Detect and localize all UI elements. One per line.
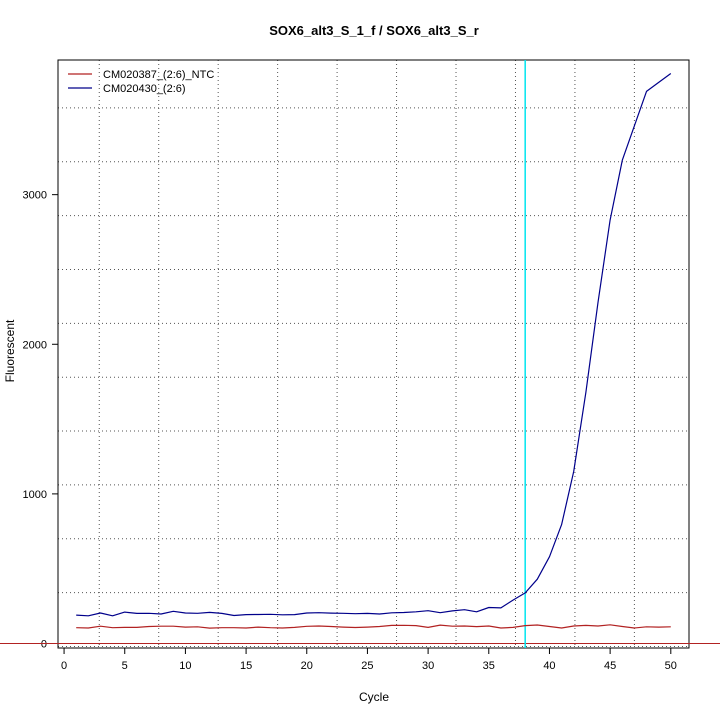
y-tick-label: 2000 bbox=[23, 339, 47, 351]
x-tick-label: 35 bbox=[483, 660, 495, 672]
x-tick-label: 30 bbox=[422, 660, 434, 672]
series-line bbox=[76, 624, 671, 629]
y-tick-label: 1000 bbox=[23, 489, 47, 501]
x-tick-label: 0 bbox=[61, 660, 67, 672]
x-tick-label: 5 bbox=[122, 660, 128, 672]
x-tick-label: 10 bbox=[179, 660, 191, 672]
y-axis-label: Fluorescent bbox=[3, 319, 17, 382]
x-tick-label: 25 bbox=[361, 660, 373, 672]
y-tick-label: 3000 bbox=[23, 190, 47, 202]
x-tick-label: 15 bbox=[240, 660, 252, 672]
series-line bbox=[76, 73, 672, 617]
plot-area: 0 5 10 15 20 25 30 35 40 45 50 0 1000 2000 3000 bbox=[0, 59, 720, 672]
x-tick-label: 20 bbox=[301, 660, 313, 672]
x-tick-label: 50 bbox=[665, 660, 677, 672]
x-tick-label: 40 bbox=[543, 660, 555, 672]
legend-label: CM020430_(2:6) bbox=[103, 83, 186, 95]
x-tick-label: 45 bbox=[604, 660, 616, 672]
y-tick-label: 0 bbox=[41, 639, 47, 651]
chart-title: SOX6_alt3_S_1_f / SOX6_alt3_S_r bbox=[269, 23, 479, 38]
legend-label: CM020387_(2:6)_NTC bbox=[103, 69, 214, 81]
legend: CM020387_(2:6)_NTC CM020430_(2:6) bbox=[68, 69, 214, 95]
x-axis-label: Cycle bbox=[359, 690, 389, 704]
plot-border bbox=[57, 59, 690, 649]
